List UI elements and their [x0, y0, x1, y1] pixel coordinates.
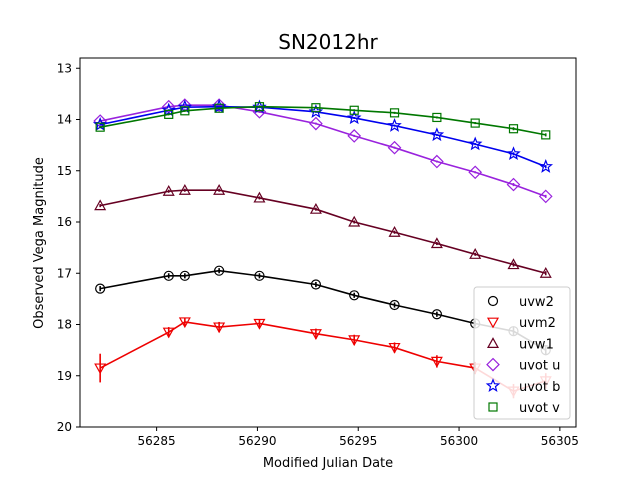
data-point: [179, 270, 190, 281]
axes: 56285 56290 56295 56300 56305 13 14 15 16 17 18 19 2…: [57, 57, 579, 448]
legend-label: uvm2: [519, 316, 556, 331]
data-point: [349, 105, 359, 115]
data-point: [387, 140, 402, 155]
data-point: [507, 258, 520, 270]
y-tick-label: 15: [57, 164, 72, 178]
data-point: [253, 191, 266, 203]
data-point: [388, 226, 401, 237]
data-point: [430, 154, 444, 169]
data-point: [95, 283, 106, 294]
data-point: [388, 342, 401, 354]
data-point: [212, 98, 226, 112]
data-point: [311, 103, 321, 113]
x-tick-label: 56290: [238, 434, 276, 448]
x-tick-label: 56285: [138, 434, 176, 448]
data-point: [178, 317, 191, 329]
plot-frame: [79, 57, 577, 428]
series-uvw1: [94, 183, 552, 278]
data-point: [214, 103, 224, 113]
legend: uvw2 uvm2 uvw1 uvot u uvot b uvot v: [473, 286, 571, 420]
data-point: [254, 270, 265, 281]
y-axis-label: Observed Vega Magnitude: [32, 157, 47, 329]
legend-label: uvw1: [519, 337, 554, 352]
data-point: [430, 237, 443, 249]
x-tick-label: 56305: [541, 434, 579, 448]
series-line: [100, 105, 546, 136]
y-tick-label: 16: [57, 215, 72, 229]
data-point: [469, 248, 482, 259]
data-point: [468, 165, 483, 180]
data-point: [389, 108, 400, 118]
data-point: [429, 127, 445, 142]
legend-marker: [486, 317, 500, 329]
data-point: [94, 199, 107, 211]
data-point: [309, 202, 322, 214]
data-point: [309, 329, 322, 340]
y-tick-label: 17: [57, 266, 72, 280]
series-uvot-b: [92, 99, 554, 173]
data-point: [95, 122, 105, 132]
data-point: [389, 299, 400, 311]
legend-label: uvw2: [519, 295, 554, 310]
data-point: [347, 129, 362, 143]
y-tick-label: 14: [57, 113, 72, 127]
legend-box: [473, 286, 571, 420]
y-tick-label: 13: [57, 61, 72, 75]
data-point: [348, 215, 361, 227]
legend-label: uvot u: [519, 359, 560, 374]
data-point: [348, 335, 361, 347]
data-point: [213, 322, 226, 334]
x-tick-label: 56300: [440, 434, 478, 448]
y-tick-label: 18: [57, 318, 72, 332]
data-point: [538, 159, 554, 173]
data-point: [310, 279, 322, 290]
y-tick-label: 19: [57, 369, 72, 383]
data-point: [430, 356, 443, 368]
legend-label: uvot b: [519, 380, 560, 395]
data-point: [94, 363, 107, 375]
data-point: [180, 106, 190, 116]
legend-marker: [487, 295, 499, 307]
x-axis-label: Modified Julian Date: [263, 456, 393, 471]
data-point: [254, 102, 265, 112]
data-point: [164, 109, 174, 119]
legend-marker: [486, 357, 500, 372]
data-point: [349, 290, 360, 301]
data-point: [309, 116, 323, 131]
data-point: [162, 185, 175, 196]
data-point: [432, 112, 442, 123]
data-point: [470, 118, 480, 128]
data-point: [214, 265, 225, 276]
data-point: [431, 309, 442, 320]
legend-marker: [488, 402, 498, 412]
data-point: [506, 177, 521, 192]
data-point: [178, 183, 191, 195]
series-uvot-u: [93, 98, 553, 204]
data-point: [539, 267, 552, 278]
data-point: [163, 270, 174, 281]
legend-marker: [486, 337, 500, 348]
data-point: [508, 124, 519, 134]
data-point: [213, 183, 226, 195]
data-point: [541, 130, 551, 140]
chart-title: SN2012hr: [278, 30, 378, 54]
data-point: [538, 189, 553, 204]
series-uvot-v: [95, 102, 551, 140]
data-point: [467, 136, 483, 151]
data-point: [346, 110, 362, 125]
data-point: [161, 102, 176, 117]
series-line: [99, 105, 547, 168]
x-tick-label: 56295: [339, 434, 377, 448]
data-point: [506, 146, 521, 161]
data-point: [387, 118, 402, 132]
y-tick-label: 20: [57, 420, 72, 434]
data-point: [162, 327, 175, 339]
data-point: [253, 318, 266, 330]
legend-marker: [485, 378, 501, 392]
legend-label: uvot v: [519, 401, 560, 416]
series-line: [99, 189, 546, 275]
